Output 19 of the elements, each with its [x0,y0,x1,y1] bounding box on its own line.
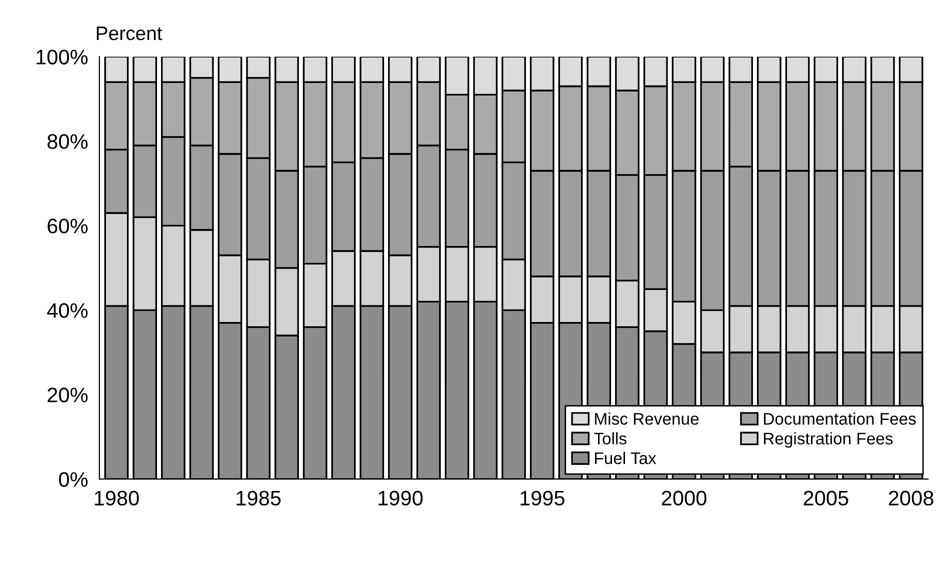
x-tick-label: 1980 [94,490,139,506]
x-tick-label: 1990 [378,490,423,506]
legend-label: Fuel Tax [595,452,656,464]
y-tick-label: 20% [48,388,88,402]
legend-label: Misc Revenue [595,412,699,425]
x-tick-label: 1995 [520,490,564,506]
x-tick-label: 1985 [236,490,281,506]
y-axis-title: Percent [96,26,162,40]
y-tick-label: 100% [36,50,88,64]
x-tick-label: 2000 [662,490,706,506]
legend-label: Registration Fees [764,432,893,448]
legend-label: Documentation Fees [764,412,916,425]
y-tick-label: 40% [47,303,88,318]
legend-label: Tolls [594,432,626,444]
x-tick-label: 2008 [888,490,934,506]
y-tick-label: 0% [59,472,88,487]
y-tick-label: 80% [48,134,88,149]
y-tick-label: 60% [48,218,88,234]
x-tick-label: 2005 [804,490,848,506]
